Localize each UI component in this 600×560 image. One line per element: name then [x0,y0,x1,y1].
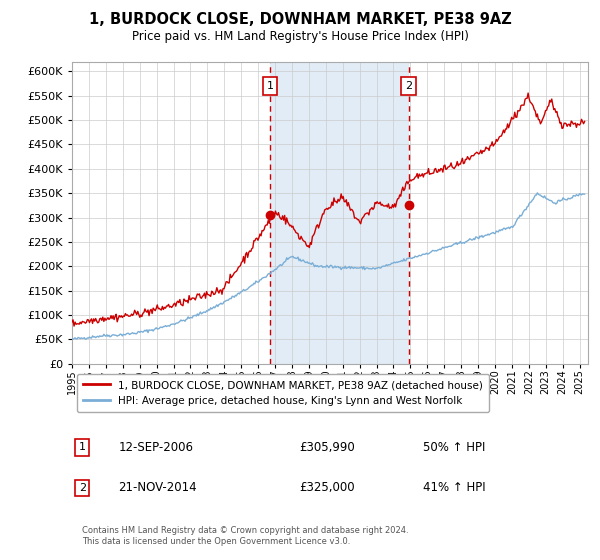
Text: Contains HM Land Registry data © Crown copyright and database right 2024.
This d: Contains HM Land Registry data © Crown c… [82,526,409,546]
Text: £305,990: £305,990 [299,441,355,454]
Bar [270,62,409,363]
Text: 1, BURDOCK CLOSE, DOWNHAM MARKET, PE38 9AZ: 1, BURDOCK CLOSE, DOWNHAM MARKET, PE38 9… [89,12,511,27]
Text: 50% ↑ HPI: 50% ↑ HPI [423,441,485,454]
Text: Price paid vs. HM Land Registry's House Price Index (HPI): Price paid vs. HM Land Registry's House … [131,30,469,43]
Text: 2: 2 [405,81,412,91]
Legend: 1, BURDOCK CLOSE, DOWNHAM MARKET, PE38 9AZ (detached house), HPI: Average price,: 1, BURDOCK CLOSE, DOWNHAM MARKET, PE38 9… [77,374,489,412]
Text: 12-SEP-2006: 12-SEP-2006 [118,441,193,454]
Text: £325,000: £325,000 [299,482,355,494]
Text: 21-NOV-2014: 21-NOV-2014 [118,482,197,494]
Text: 1: 1 [79,442,86,452]
Text: 2: 2 [79,483,86,493]
Text: 1: 1 [266,81,274,91]
Text: 41% ↑ HPI: 41% ↑ HPI [423,482,485,494]
